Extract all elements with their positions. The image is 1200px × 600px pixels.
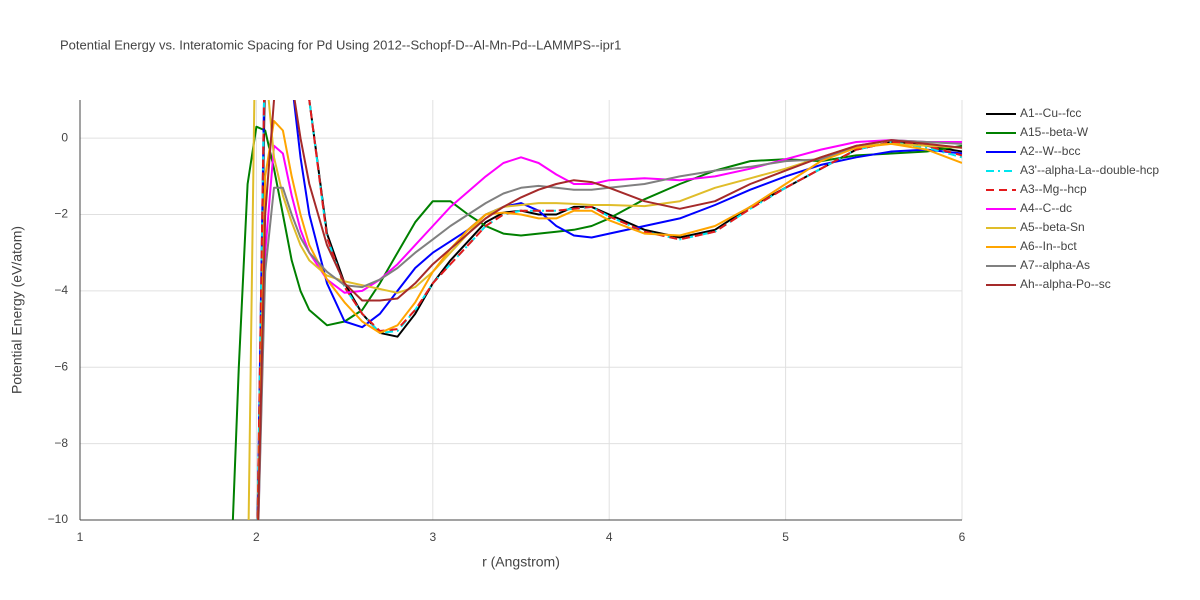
legend-item[interactable]: A3--Mg--hcp	[986, 182, 1087, 196]
y-tick-label: −10	[48, 512, 69, 526]
legend-item[interactable]: A1--Cu--fcc	[986, 106, 1081, 120]
data-line	[247, 100, 962, 520]
y-tick-label: −2	[54, 207, 68, 221]
x-tick-label: 6	[959, 530, 966, 544]
legend-label[interactable]: A5--beta-Sn	[1020, 220, 1085, 234]
legend-item[interactable]: A15--beta-W	[986, 125, 1089, 139]
y-axis-label: Potential Energy (eV/atom)	[9, 226, 25, 394]
legend-label[interactable]: A7--alpha-As	[1020, 258, 1090, 272]
legend-label[interactable]: A4--C--dc	[1020, 201, 1072, 215]
y-tick-label: −4	[54, 283, 68, 297]
data-line	[231, 125, 962, 520]
grid: 1 2 3 4 5 6 −10 −8 −6 −4 −2 0	[48, 100, 966, 544]
x-tick-label: 5	[782, 530, 789, 544]
y-tick-label: 0	[61, 130, 68, 144]
legend-label[interactable]: A3'--alpha-La--double-hcp	[1020, 163, 1159, 177]
legend-item[interactable]: A6--In--bct	[986, 239, 1077, 253]
chart-title: Potential Energy vs. Interatomic Spacing…	[60, 37, 621, 52]
legend-label[interactable]: A6--In--bct	[1020, 239, 1077, 253]
data-line	[256, 100, 962, 520]
legend-label[interactable]: A3--Mg--hcp	[1020, 182, 1087, 196]
legend-item[interactable]: A2--W--bcc	[986, 144, 1080, 158]
y-tick-label: −8	[54, 436, 68, 450]
legend-label[interactable]: A15--beta-W	[1020, 125, 1089, 139]
plot-area	[231, 100, 962, 520]
legend-item[interactable]: A4--C--dc	[986, 201, 1072, 215]
legend-item[interactable]: A7--alpha-As	[986, 258, 1090, 272]
x-tick-label: 3	[429, 530, 436, 544]
legend: A1--Cu--fcc A15--beta-W A2--W--bcc A3'--alp…	[986, 106, 1159, 291]
legend-item[interactable]: A5--beta-Sn	[986, 220, 1085, 234]
data-line	[257, 139, 962, 520]
x-tick-label: 1	[77, 530, 84, 544]
x-axis-label: r (Angstrom)	[482, 554, 560, 570]
legend-label[interactable]: A1--Cu--fcc	[1020, 106, 1081, 120]
y-tick-label: −6	[54, 359, 68, 373]
legend-label[interactable]: Ah--alpha-Po--sc	[1020, 277, 1111, 291]
x-tick-label: 4	[606, 530, 613, 544]
legend-item[interactable]: Ah--alpha-Po--sc	[986, 277, 1111, 291]
data-line	[257, 100, 962, 520]
legend-label[interactable]: A2--W--bcc	[1020, 144, 1080, 158]
legend-item[interactable]: A3'--alpha-La--double-hcp	[986, 163, 1159, 177]
x-tick-label: 2	[253, 530, 260, 544]
